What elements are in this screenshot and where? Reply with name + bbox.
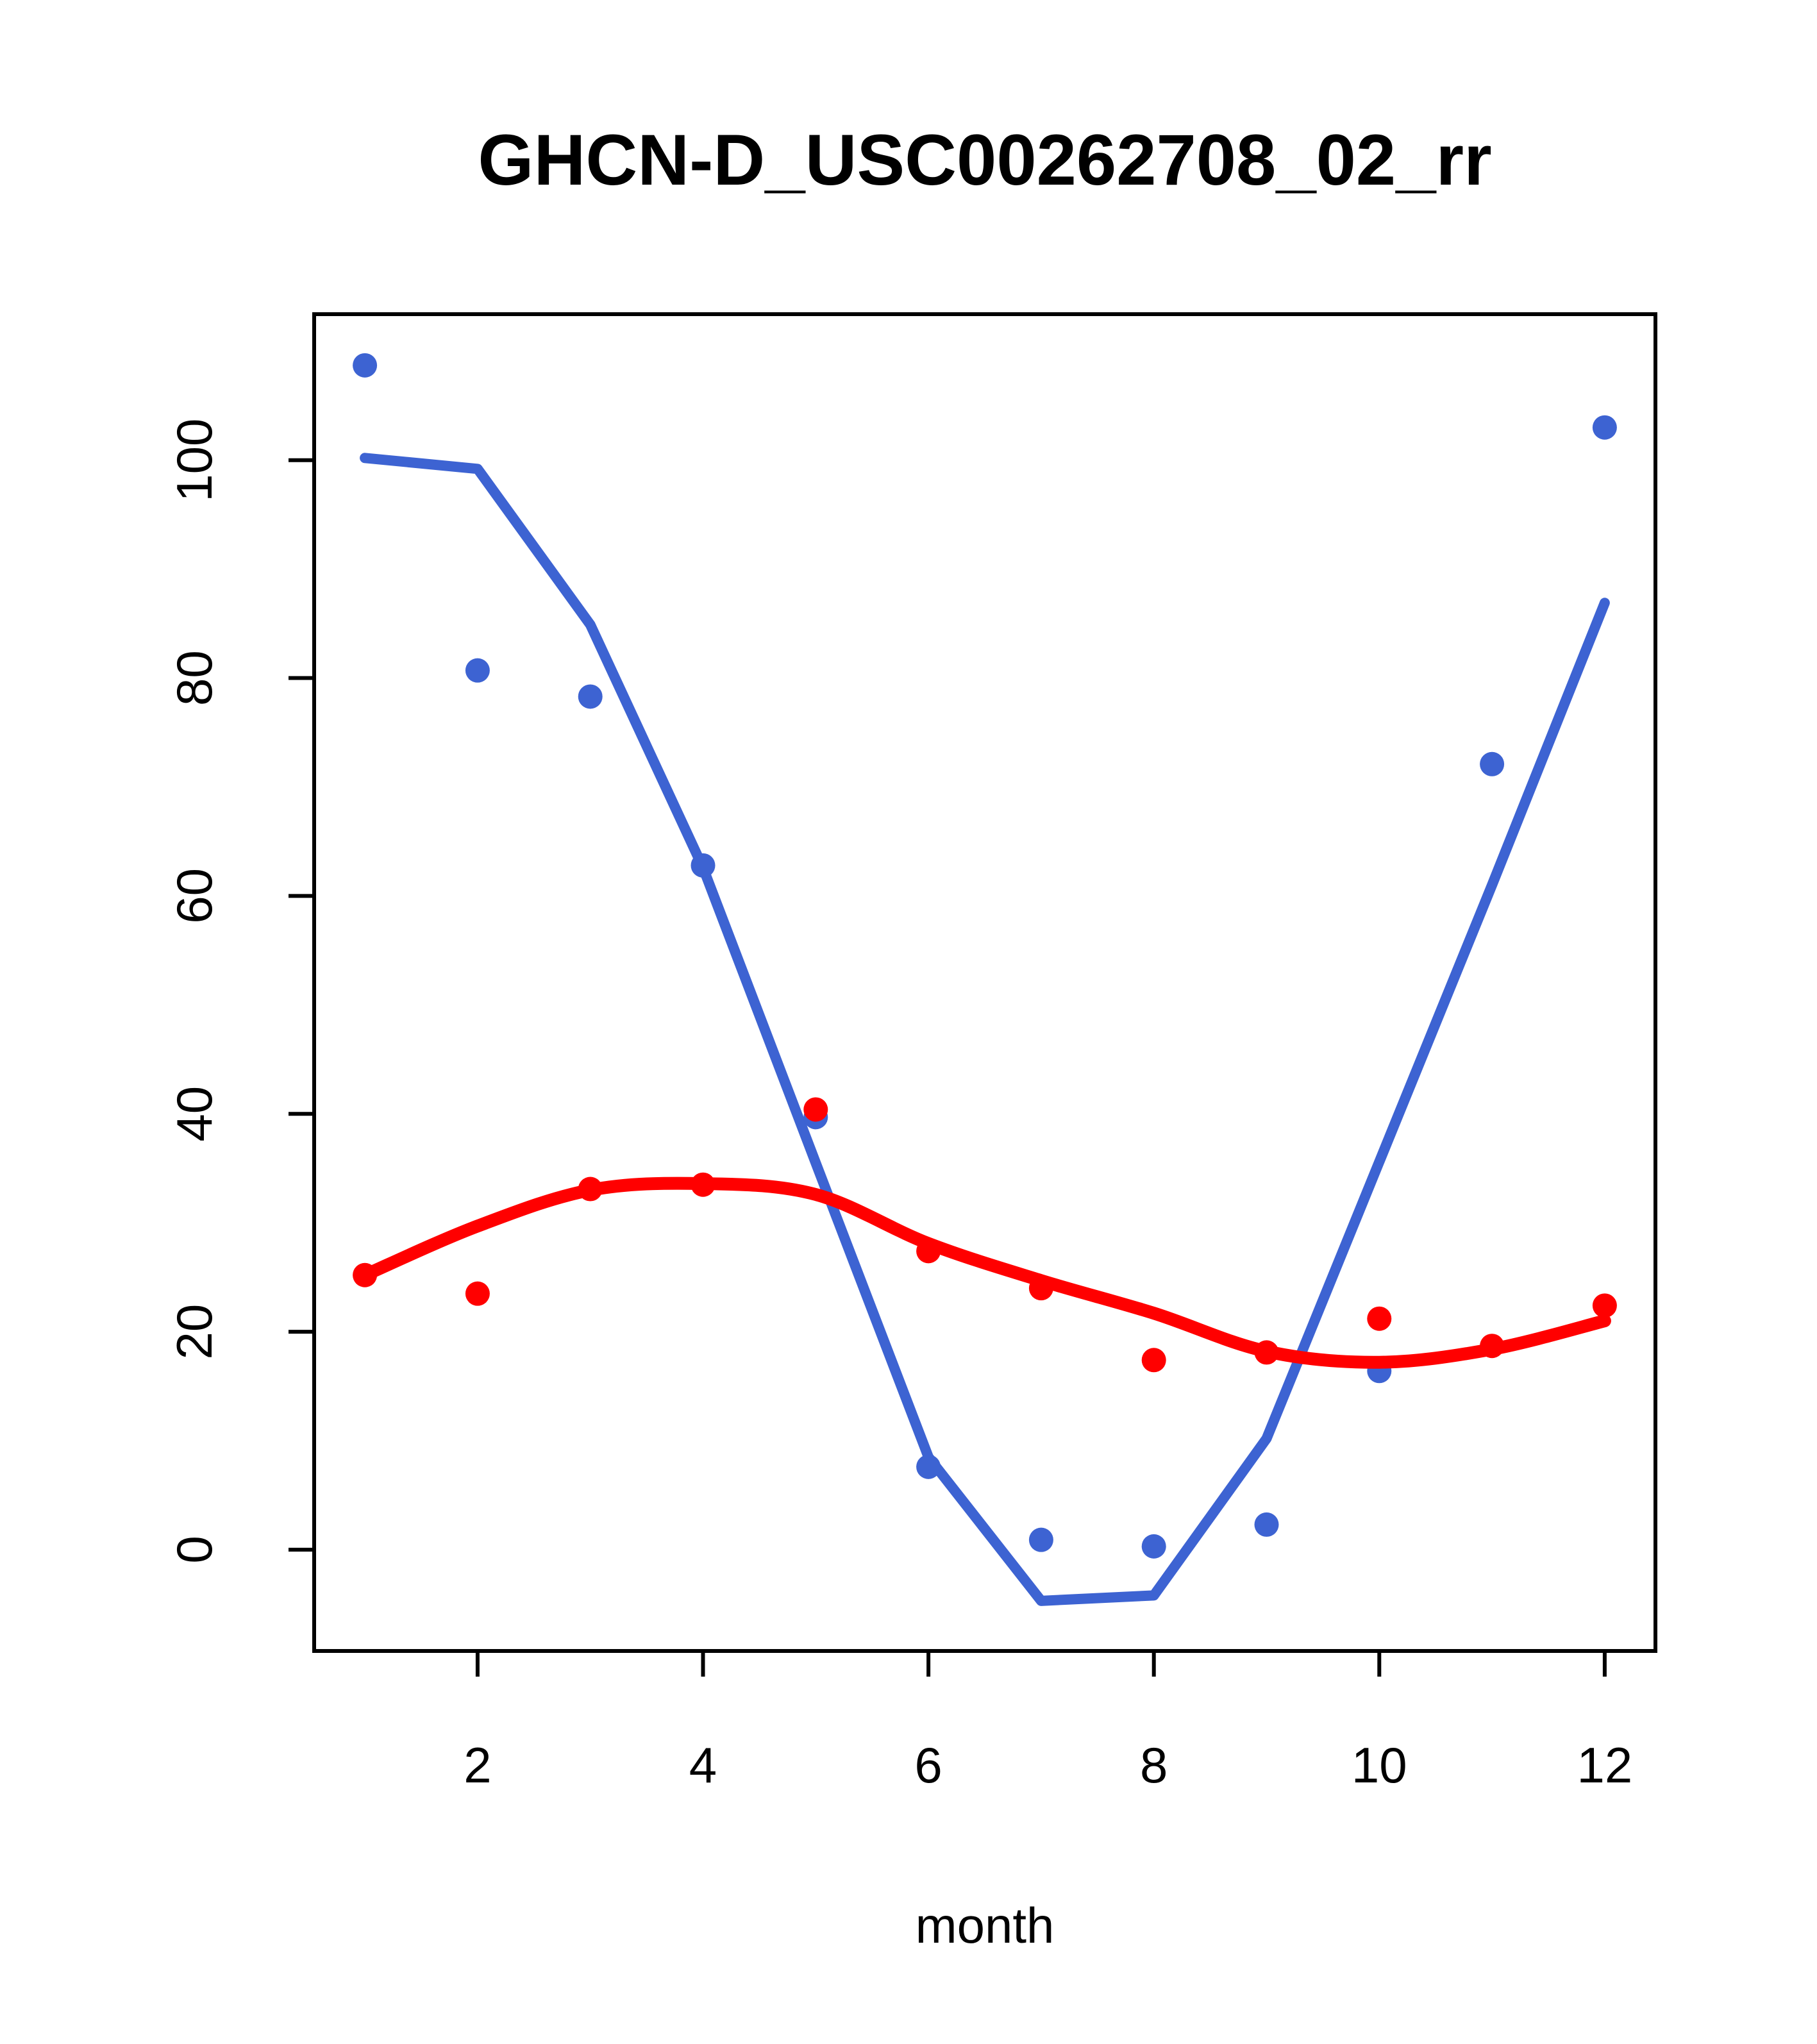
x-tick-label: 8 [1140, 1737, 1168, 1793]
x-tick-label: 12 [1577, 1737, 1633, 1793]
y-tick-label: 20 [166, 1304, 222, 1360]
blue-observed-point [1592, 415, 1617, 440]
blue-observed-point [916, 1454, 941, 1479]
red-fit-point [1480, 1334, 1505, 1359]
red-fit-point [1254, 1340, 1279, 1365]
blue-observed-point [1480, 751, 1505, 776]
blue-observed-point [353, 353, 378, 378]
red-fit-point [1141, 1348, 1166, 1373]
red-fit-point [691, 1172, 716, 1197]
red-fit-point [1367, 1306, 1392, 1331]
blue-observed-point [1254, 1512, 1279, 1537]
y-tick-label: 40 [166, 1086, 222, 1142]
red-fit-point [465, 1281, 490, 1306]
plot-frame [312, 312, 1657, 1653]
chart-title: GHCN-D_USC00262708_02_rr [478, 120, 1492, 200]
x-tick-label: 10 [1352, 1737, 1407, 1793]
y-tick-label: 100 [166, 419, 222, 502]
red-fit-point [916, 1239, 941, 1264]
red-fit-point [1028, 1276, 1053, 1301]
blue-observed-point [1141, 1534, 1166, 1559]
red-fit-line [358, 1177, 1611, 1369]
x-tick-label: 4 [689, 1737, 717, 1793]
blue-observed-point [691, 853, 716, 878]
red-fit-point [578, 1177, 603, 1202]
red-fit-point [353, 1262, 378, 1287]
blue-observed-point [465, 658, 490, 683]
x-tick-label: 2 [464, 1737, 491, 1793]
x-tick-label: 6 [914, 1737, 942, 1793]
blue-observed-line [360, 453, 1610, 1606]
y-tick-label: 80 [166, 650, 222, 706]
blue-observed-point [1028, 1527, 1053, 1552]
red-fit-point [1592, 1293, 1617, 1318]
y-tick-label: 0 [166, 1536, 222, 1563]
y-tick-label: 60 [166, 868, 222, 924]
blue-observed-point [578, 684, 603, 709]
red-fit-point [803, 1097, 828, 1122]
x-axis-label: month [915, 1897, 1055, 1954]
